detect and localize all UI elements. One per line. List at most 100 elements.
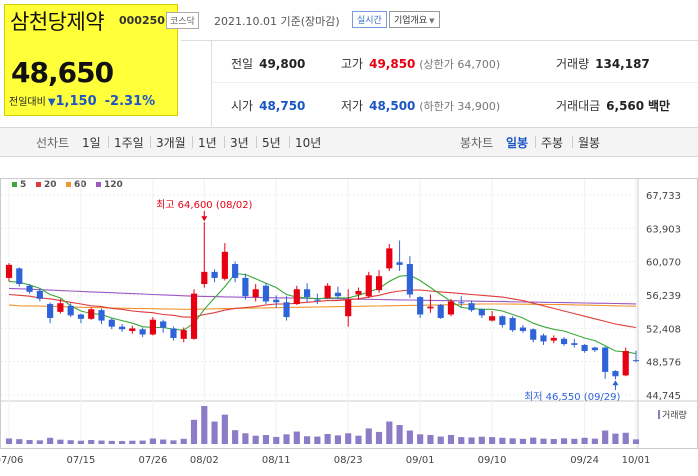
candle-body bbox=[108, 319, 115, 327]
candle-body bbox=[447, 301, 455, 315]
company-overview-button[interactable]: 기업개요 ▼ bbox=[389, 11, 440, 28]
volume-legend-swatch bbox=[658, 410, 660, 419]
tab-separator bbox=[150, 136, 151, 148]
low-arrow-head bbox=[612, 380, 619, 386]
volume-bar bbox=[36, 440, 43, 444]
company-overview-label: 기업개요 bbox=[394, 16, 428, 26]
candle-body bbox=[519, 327, 527, 332]
legend-label: 20 bbox=[44, 180, 57, 190]
candle-body bbox=[478, 309, 485, 316]
x-tick-label: 09/01 bbox=[406, 455, 435, 466]
period-tab[interactable]: 5년 bbox=[262, 136, 281, 150]
candle-body bbox=[242, 277, 249, 297]
volume-bar bbox=[540, 438, 547, 444]
quote-amount-unit: 백만 bbox=[647, 99, 671, 113]
legend-swatch bbox=[36, 182, 41, 187]
candle-body bbox=[355, 290, 362, 295]
y-tick-label: 60,070 bbox=[646, 258, 681, 269]
candle-body bbox=[170, 328, 177, 338]
price-highlight-box bbox=[4, 4, 178, 116]
period-tab[interactable]: 1일 bbox=[82, 136, 101, 150]
volume-bar bbox=[139, 440, 146, 444]
candle-body bbox=[468, 303, 475, 311]
candle-body bbox=[36, 290, 43, 299]
candle-body bbox=[47, 304, 54, 318]
candle-body bbox=[273, 299, 280, 303]
volume-bar bbox=[396, 425, 403, 444]
candle-body bbox=[283, 302, 290, 318]
ma120-line bbox=[8, 287, 637, 305]
x-tick-label: 08/23 bbox=[334, 455, 363, 466]
legend-label: 120 bbox=[104, 180, 123, 190]
candle-tab[interactable]: 일봉 bbox=[506, 136, 529, 150]
volume-bar bbox=[519, 438, 527, 444]
y-tick-label: 56,239 bbox=[646, 291, 681, 302]
volume-bar bbox=[468, 437, 475, 444]
realtime-button[interactable]: 실시간 bbox=[352, 11, 387, 28]
candle-body bbox=[632, 360, 640, 362]
legend-swatch bbox=[12, 182, 17, 187]
quote-high-value: 49,850 bbox=[369, 57, 416, 71]
candle-body bbox=[26, 285, 33, 292]
volume-bar bbox=[324, 433, 331, 444]
stock-chart[interactable]: 67,733 63,903 60,070 56,239 52,408 48,576 44,7… bbox=[0, 158, 698, 476]
volume-bar bbox=[571, 438, 578, 444]
legend-swatch bbox=[96, 182, 101, 187]
candle-body bbox=[160, 321, 167, 328]
candle-body bbox=[530, 329, 537, 340]
x-tick-label: 08/02 bbox=[190, 455, 219, 466]
volume-bar bbox=[5, 438, 13, 444]
candle-body bbox=[365, 275, 372, 297]
period-tab[interactable]: 10년 bbox=[295, 136, 322, 150]
period-tab[interactable]: 1년 bbox=[198, 136, 217, 150]
period-tab[interactable]: 3개월 bbox=[156, 136, 186, 150]
volume-bar bbox=[314, 436, 321, 444]
candle-tab[interactable]: 월봉 bbox=[578, 136, 601, 150]
candle-chart-label: 봉차트 bbox=[460, 136, 494, 150]
low-annotation: 최저 46,550 (09/29) bbox=[524, 391, 620, 403]
y-tick-label: 48,576 bbox=[646, 358, 681, 369]
current-price: 48,650 bbox=[11, 56, 114, 89]
ma-legend-item: 60 bbox=[66, 180, 87, 190]
candle-body bbox=[118, 326, 126, 330]
candle-body bbox=[581, 344, 588, 352]
candle-body bbox=[293, 289, 300, 305]
volume-bar bbox=[303, 436, 311, 444]
volume-bar bbox=[273, 436, 280, 444]
legend-label: 5 bbox=[20, 180, 27, 190]
tab-separator bbox=[256, 136, 257, 148]
candle-body bbox=[602, 347, 609, 372]
ma-legend-item: 5 bbox=[12, 180, 26, 190]
stock-name[interactable]: 삼천당제약 bbox=[10, 10, 105, 34]
candle-body bbox=[550, 337, 557, 341]
candle-body bbox=[458, 302, 465, 304]
quote-prev-value: 49,800 bbox=[259, 57, 306, 71]
period-tab[interactable]: 3년 bbox=[230, 136, 249, 150]
x-tick-label: 07/26 bbox=[138, 455, 167, 466]
volume-bar bbox=[355, 435, 362, 444]
candle-body bbox=[16, 268, 23, 285]
candle-body bbox=[88, 309, 95, 319]
candle-body bbox=[67, 305, 74, 316]
quote-low-value: 48,500 bbox=[369, 99, 416, 113]
volume-bar bbox=[509, 438, 516, 444]
volume-bar bbox=[345, 433, 352, 444]
candle-body bbox=[406, 264, 413, 295]
period-tab[interactable]: 1주일 bbox=[114, 136, 144, 150]
candle-body bbox=[334, 292, 342, 297]
volume-bar bbox=[530, 437, 537, 444]
candle-body bbox=[5, 264, 13, 278]
volume-bar bbox=[417, 434, 424, 444]
volume-bar bbox=[180, 438, 187, 444]
divider bbox=[181, 40, 698, 41]
volume-bar bbox=[221, 414, 228, 444]
volume-bar bbox=[499, 437, 506, 444]
candle-body bbox=[232, 264, 239, 278]
volume-bar bbox=[560, 438, 568, 444]
candle-body bbox=[591, 347, 598, 351]
volume-legend-label: 거래량 bbox=[662, 409, 687, 421]
candle-body bbox=[499, 316, 506, 325]
candle-tab[interactable]: 주봉 bbox=[541, 136, 564, 150]
volume-bar bbox=[57, 439, 64, 444]
quote-amount-value: 6,560 bbox=[606, 99, 645, 113]
